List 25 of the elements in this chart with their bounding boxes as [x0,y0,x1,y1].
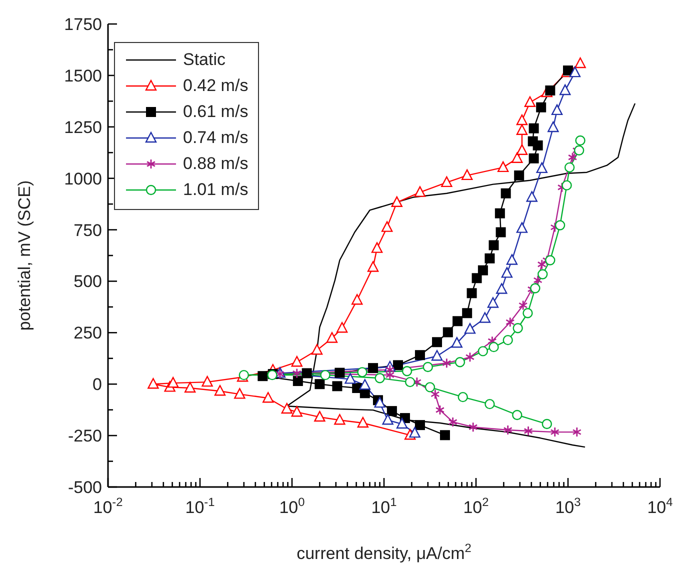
legend-label: 0.61 m/s [183,102,248,122]
y-tick-label: 500 [74,272,102,292]
y-tick-label: 1250 [64,118,102,137]
y-tick-label: 250 [74,324,102,343]
legend-label: 0.74 m/s [183,128,248,148]
y-tick-label: 750 [74,220,102,240]
legend-label: Static [183,50,226,70]
x-tick-label: 10$^{-2}$ [93,495,124,517]
x-tick-label: 10$^{2}$ [463,495,490,517]
y-tick-label: -250 [68,426,102,446]
x-tick-label: 10$^{4}$ [647,495,674,517]
legend-label: 0.88 m/s [183,154,248,174]
x-tick-label: 10$^{0}$ [279,495,306,517]
x-axis-title: current density, μA/cm$^{2}$ [296,541,472,563]
y-tick-label: -500 [68,478,102,497]
y-tick-label: 1750 [64,15,102,34]
y-tick-label: 1000 [64,169,102,188]
x-tick-label: 10$^{-1}$ [185,495,216,517]
x-tick-label: 10$^{3}$ [555,495,582,517]
legend-label: 0.42 m/s [183,76,248,96]
y-tick-label: 1500 [64,66,102,86]
legend-label: 1.01 m/s [183,180,248,200]
y-tick-label: 0 [92,375,102,394]
y-axis-title: potential, mV (SCE) [15,180,34,331]
x-tick-label: 10$^{1}$ [371,495,398,517]
